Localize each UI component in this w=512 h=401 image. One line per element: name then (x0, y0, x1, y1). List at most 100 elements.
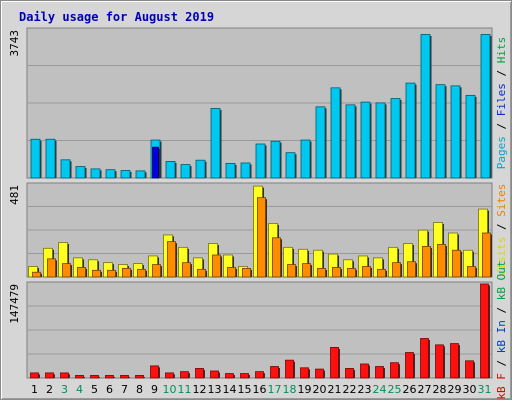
y-max-label-visits: 481 (8, 185, 21, 205)
bar-sites-day-11 (182, 262, 191, 278)
legend-item-kb-f: kB F (495, 373, 508, 400)
legend-hits: Pages / Files / Hits (495, 37, 508, 170)
legend-item-visits: Visits (495, 237, 508, 277)
x-tick-day-26: 26 (403, 383, 417, 396)
bar-hits-day-5 (90, 168, 101, 179)
bar-kb-f-day-23 (360, 363, 369, 379)
x-tick-day-5: 5 (91, 383, 98, 396)
bar-sites-day-26 (407, 261, 416, 278)
bar-sites-day-22 (347, 267, 356, 278)
bar-sites-day-31 (482, 232, 491, 278)
bar-hits-day-10 (165, 160, 176, 179)
panel-hits: 3743 Pages / Files / Hits (8, 27, 508, 179)
bar-kb-f-day-14 (225, 373, 234, 379)
x-tick-day-10: 10 (163, 383, 177, 396)
x-tick-day-19: 19 (298, 383, 312, 396)
bar-sites-day-30 (467, 266, 476, 278)
x-tick-day-3: 3 (61, 383, 68, 396)
bar-sites-day-6 (107, 269, 116, 278)
bar-hits-day-20 (315, 106, 326, 179)
legend-item-files: Files (495, 83, 508, 116)
x-tick-day-13: 13 (208, 383, 222, 396)
bar-kb-f-day-19 (300, 367, 309, 379)
x-tick-day-25: 25 (388, 383, 402, 396)
legend-separator: / (495, 63, 508, 83)
x-tick-day-14: 14 (223, 383, 237, 396)
chart-panels: 3743 Pages / Files / Hits 481 Visits / Site… (8, 27, 508, 400)
legend-visits: Visits / Sites (495, 184, 508, 277)
bar-sites-day-25 (392, 262, 401, 278)
bar-hits-day-19 (300, 139, 311, 179)
bar-kb-f-day-3 (60, 372, 69, 379)
bar-hits-day-21 (330, 87, 341, 179)
bar-kb-f-day-7 (120, 375, 129, 379)
chart-title: Daily usage for August 2019 (19, 10, 214, 24)
bar-kb-f-day-22 (345, 368, 354, 379)
bar-kb-f-day-29 (450, 343, 459, 379)
x-tick-day-30: 30 (463, 383, 477, 396)
bar-kb-f-day-5 (90, 375, 99, 379)
bar-sites-day-17 (272, 237, 281, 278)
legend-separator: / (495, 353, 508, 373)
bar-kb-f-day-17 (270, 366, 279, 379)
bar-sites-day-18 (287, 264, 296, 278)
x-tick-day-28: 28 (433, 383, 447, 396)
bar-hits-day-15 (240, 162, 251, 179)
bar-sites-day-19 (302, 263, 311, 278)
bar-sites-day-7 (122, 267, 131, 278)
bar-kb-f-day-2 (45, 372, 54, 379)
x-tick-day-1: 1 (31, 383, 38, 396)
legend-kbytes: kB F / kB In / kB Out (495, 260, 508, 399)
bar-kb-f-day-26 (405, 352, 414, 379)
bar-hits-day-26 (405, 82, 416, 179)
bar-sites-day-2 (47, 258, 56, 278)
bar-kb-f-day-12 (195, 368, 204, 379)
bar-sites-day-12 (197, 268, 206, 278)
bar-sites-day-10 (167, 241, 176, 278)
bar-hits-day-28 (435, 84, 446, 179)
x-tick-day-27: 27 (418, 383, 432, 396)
bar-kb-f-day-15 (240, 373, 249, 379)
bar-hits-day-31 (480, 34, 491, 179)
bar-sites-day-27 (422, 245, 431, 278)
bar-sites-day-14 (227, 267, 236, 278)
bar-hits-day-17 (270, 140, 281, 179)
bar-kb-f-day-28 (435, 344, 444, 379)
x-tick-day-2: 2 (46, 383, 53, 396)
bar-kb-f-day-20 (315, 368, 324, 379)
x-tick-day-6: 6 (106, 383, 113, 396)
bar-sites-day-5 (92, 269, 101, 278)
legend-separator: / (495, 300, 508, 320)
bar-sites-day-13 (212, 254, 221, 278)
bar-sites-day-9 (152, 264, 161, 278)
bar-hits-day-13 (210, 108, 221, 179)
panel-kbytes: 147479 kB F / kB In / kB Out (8, 260, 508, 399)
legend-separator: / (495, 217, 508, 237)
bar-hits-day-7 (120, 170, 131, 179)
bar-kb-f-day-9 (150, 365, 159, 379)
x-tick-day-24: 24 (373, 383, 387, 396)
bar-hits-day-14 (225, 162, 236, 179)
bar-sites-day-1 (32, 271, 41, 278)
x-tick-day-9: 9 (151, 383, 158, 396)
bar-kb-f-day-18 (285, 359, 294, 379)
bar-sites-day-3 (62, 263, 71, 278)
bar-sites-day-23 (362, 266, 371, 278)
bar-sites-day-29 (452, 249, 461, 278)
bar-hits-day-29 (450, 85, 461, 179)
legend-separator: / (495, 116, 508, 136)
legend-item-sites: Sites (495, 184, 508, 217)
bar-hits-day-3 (60, 159, 71, 179)
bar-hits-day-22 (345, 104, 356, 179)
x-tick-day-21: 21 (328, 383, 342, 396)
bar-kb-f-day-10 (165, 372, 174, 379)
x-tick-day-23: 23 (358, 383, 372, 396)
bar-hits-day-1 (30, 138, 41, 179)
y-max-label-kbytes: 147479 (8, 284, 21, 324)
x-tick-day-7: 7 (121, 383, 128, 396)
y-max-label-hits: 3743 (8, 30, 21, 57)
bar-sites-day-16 (257, 197, 266, 278)
bar-hits-day-23 (360, 101, 371, 179)
bar-hits-day-18 (285, 152, 296, 179)
bar-hits-day-6 (105, 169, 116, 179)
